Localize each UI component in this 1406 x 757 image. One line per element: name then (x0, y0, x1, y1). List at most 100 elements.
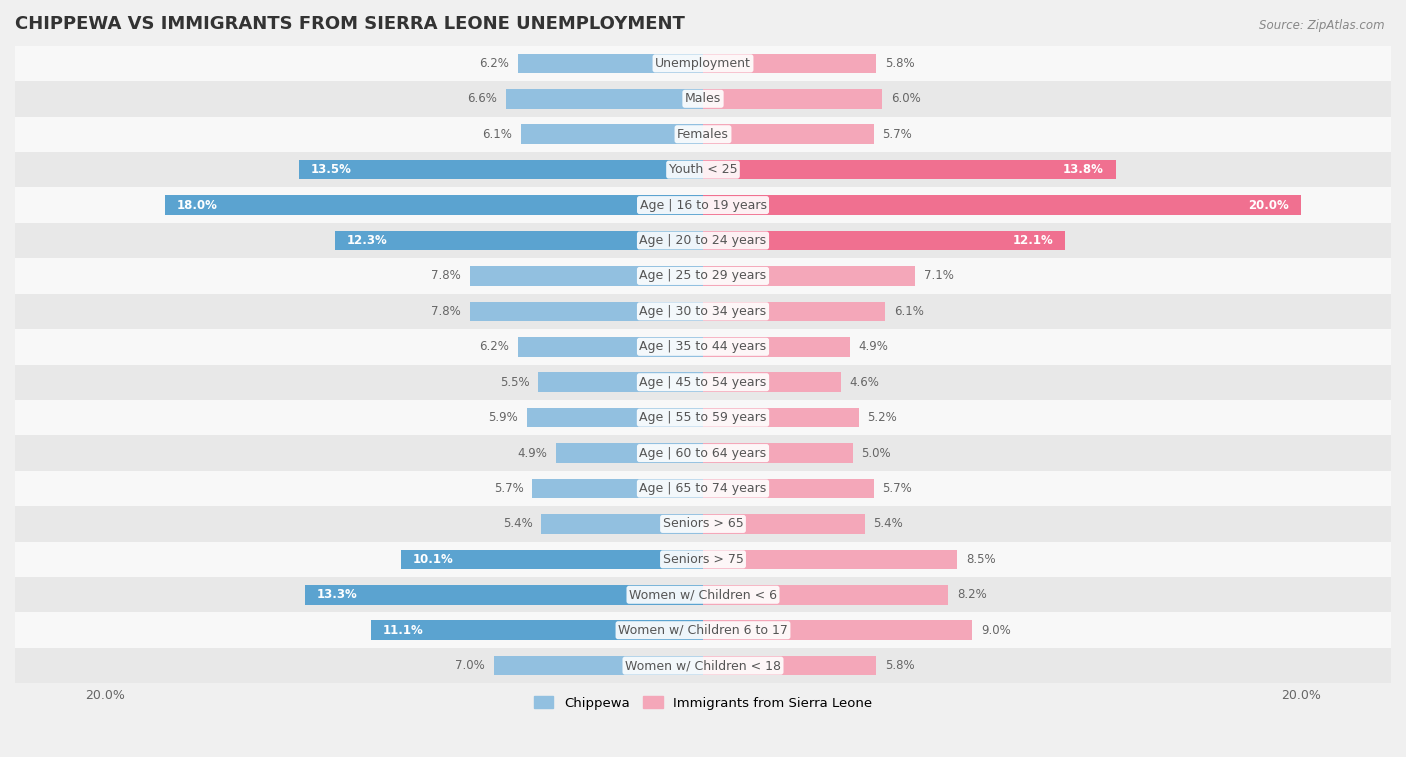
Text: Age | 20 to 24 years: Age | 20 to 24 years (640, 234, 766, 247)
Bar (538, 372, 703, 392)
Bar (703, 195, 1302, 215)
Bar (15, 81, 1391, 117)
Bar (299, 160, 703, 179)
Text: 9.0%: 9.0% (981, 624, 1011, 637)
Text: 5.7%: 5.7% (494, 482, 523, 495)
Bar (15, 258, 1391, 294)
Text: 5.5%: 5.5% (501, 375, 530, 388)
Bar (703, 444, 852, 463)
Bar (703, 89, 883, 108)
Text: 12.1%: 12.1% (1012, 234, 1053, 247)
Text: 6.1%: 6.1% (894, 305, 924, 318)
Bar (703, 621, 972, 640)
Bar (703, 160, 1116, 179)
Bar (703, 54, 876, 73)
Text: 20.0%: 20.0% (1249, 198, 1289, 212)
Text: 8.2%: 8.2% (957, 588, 987, 601)
Bar (401, 550, 703, 569)
Bar (494, 656, 703, 675)
Text: Youth < 25: Youth < 25 (669, 164, 737, 176)
Text: 13.8%: 13.8% (1063, 164, 1104, 176)
Bar (15, 542, 1391, 577)
Text: 5.4%: 5.4% (873, 518, 903, 531)
Bar (15, 45, 1391, 81)
Text: 7.0%: 7.0% (456, 659, 485, 672)
Text: 6.0%: 6.0% (891, 92, 921, 105)
Text: 5.8%: 5.8% (886, 57, 915, 70)
Bar (517, 337, 703, 357)
Text: 6.2%: 6.2% (478, 57, 509, 70)
Text: Women w/ Children 6 to 17: Women w/ Children 6 to 17 (619, 624, 787, 637)
Bar (703, 408, 859, 428)
Text: 18.0%: 18.0% (177, 198, 218, 212)
Bar (15, 117, 1391, 152)
Text: Women w/ Children < 6: Women w/ Children < 6 (628, 588, 778, 601)
Bar (15, 435, 1391, 471)
Text: 6.1%: 6.1% (482, 128, 512, 141)
Bar (703, 124, 873, 144)
Bar (15, 577, 1391, 612)
Bar (15, 223, 1391, 258)
Bar (703, 372, 841, 392)
Bar (15, 365, 1391, 400)
Bar (703, 585, 948, 605)
Text: Age | 65 to 74 years: Age | 65 to 74 years (640, 482, 766, 495)
Bar (703, 478, 873, 498)
Text: Seniors > 75: Seniors > 75 (662, 553, 744, 565)
Text: 7.8%: 7.8% (432, 269, 461, 282)
Bar (557, 444, 703, 463)
Bar (15, 506, 1391, 542)
Bar (15, 471, 1391, 506)
Text: Seniors > 65: Seniors > 65 (662, 518, 744, 531)
Bar (335, 231, 703, 251)
Text: Males: Males (685, 92, 721, 105)
Bar (517, 54, 703, 73)
Text: CHIPPEWA VS IMMIGRANTS FROM SIERRA LEONE UNEMPLOYMENT: CHIPPEWA VS IMMIGRANTS FROM SIERRA LEONE… (15, 15, 685, 33)
Text: Age | 30 to 34 years: Age | 30 to 34 years (640, 305, 766, 318)
Text: 5.0%: 5.0% (862, 447, 891, 459)
Text: Source: ZipAtlas.com: Source: ZipAtlas.com (1260, 19, 1385, 32)
Text: 5.2%: 5.2% (868, 411, 897, 424)
Text: 5.7%: 5.7% (883, 482, 912, 495)
Text: 11.1%: 11.1% (382, 624, 423, 637)
Text: 13.3%: 13.3% (318, 588, 359, 601)
Bar (703, 266, 915, 285)
Bar (520, 124, 703, 144)
Text: 6.6%: 6.6% (467, 92, 496, 105)
Text: Women w/ Children < 18: Women w/ Children < 18 (626, 659, 780, 672)
Text: Unemployment: Unemployment (655, 57, 751, 70)
Text: 4.9%: 4.9% (517, 447, 547, 459)
Bar (703, 231, 1064, 251)
Bar (541, 514, 703, 534)
Bar (15, 152, 1391, 188)
Text: 13.5%: 13.5% (311, 164, 352, 176)
Text: 5.9%: 5.9% (488, 411, 517, 424)
Bar (371, 621, 703, 640)
Text: 10.1%: 10.1% (413, 553, 454, 565)
Text: Age | 45 to 54 years: Age | 45 to 54 years (640, 375, 766, 388)
Text: Age | 16 to 19 years: Age | 16 to 19 years (640, 198, 766, 212)
Bar (703, 337, 849, 357)
Bar (165, 195, 703, 215)
Text: 5.7%: 5.7% (883, 128, 912, 141)
Bar (15, 294, 1391, 329)
Bar (15, 400, 1391, 435)
Bar (15, 329, 1391, 365)
Bar (703, 301, 886, 321)
Text: 6.2%: 6.2% (478, 341, 509, 354)
Bar (305, 585, 703, 605)
Text: Age | 25 to 29 years: Age | 25 to 29 years (640, 269, 766, 282)
Bar (703, 550, 957, 569)
Text: 7.1%: 7.1% (924, 269, 955, 282)
Text: Females: Females (678, 128, 728, 141)
Bar (470, 266, 703, 285)
Bar (470, 301, 703, 321)
Bar (15, 648, 1391, 684)
Bar (703, 514, 865, 534)
Text: 12.3%: 12.3% (347, 234, 388, 247)
Text: 8.5%: 8.5% (966, 553, 995, 565)
Bar (533, 478, 703, 498)
Bar (703, 656, 876, 675)
Text: 5.8%: 5.8% (886, 659, 915, 672)
Text: Age | 35 to 44 years: Age | 35 to 44 years (640, 341, 766, 354)
